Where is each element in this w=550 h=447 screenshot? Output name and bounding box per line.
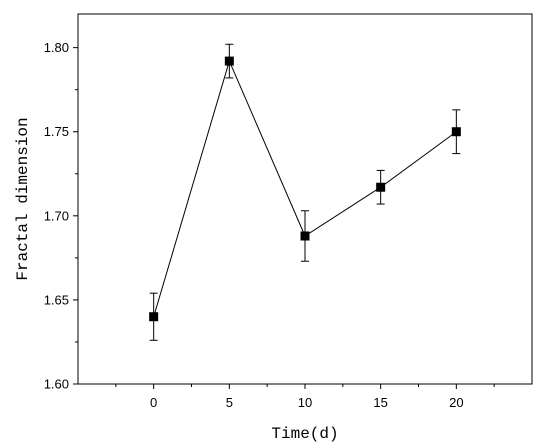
x-tick-label: 0 — [150, 395, 157, 410]
x-axis-title: Time(d) — [271, 425, 338, 443]
y-tick-label: 1.75 — [44, 124, 69, 139]
y-tick-label: 1.80 — [44, 40, 69, 55]
x-tick-label: 10 — [298, 395, 312, 410]
y-axis-title: Fractal dimension — [14, 117, 32, 280]
data-point — [149, 312, 159, 322]
y-tick-label: 1.70 — [44, 208, 69, 223]
x-tick-label: 5 — [226, 395, 233, 410]
data-point — [376, 182, 386, 192]
y-tick-label: 1.65 — [44, 292, 69, 307]
plot-frame — [77, 13, 533, 385]
x-tick-label: 20 — [449, 395, 463, 410]
data-point — [224, 56, 234, 66]
data-point — [451, 127, 461, 137]
plot-area: 1.60 1.65 1.70 1.75 1.80 0 5 10 15 20 — [44, 13, 533, 410]
data-point — [300, 231, 310, 241]
y-tick-label: 1.60 — [44, 377, 69, 392]
series-line — [153, 59, 457, 317]
x-tick-label: 15 — [373, 395, 387, 410]
